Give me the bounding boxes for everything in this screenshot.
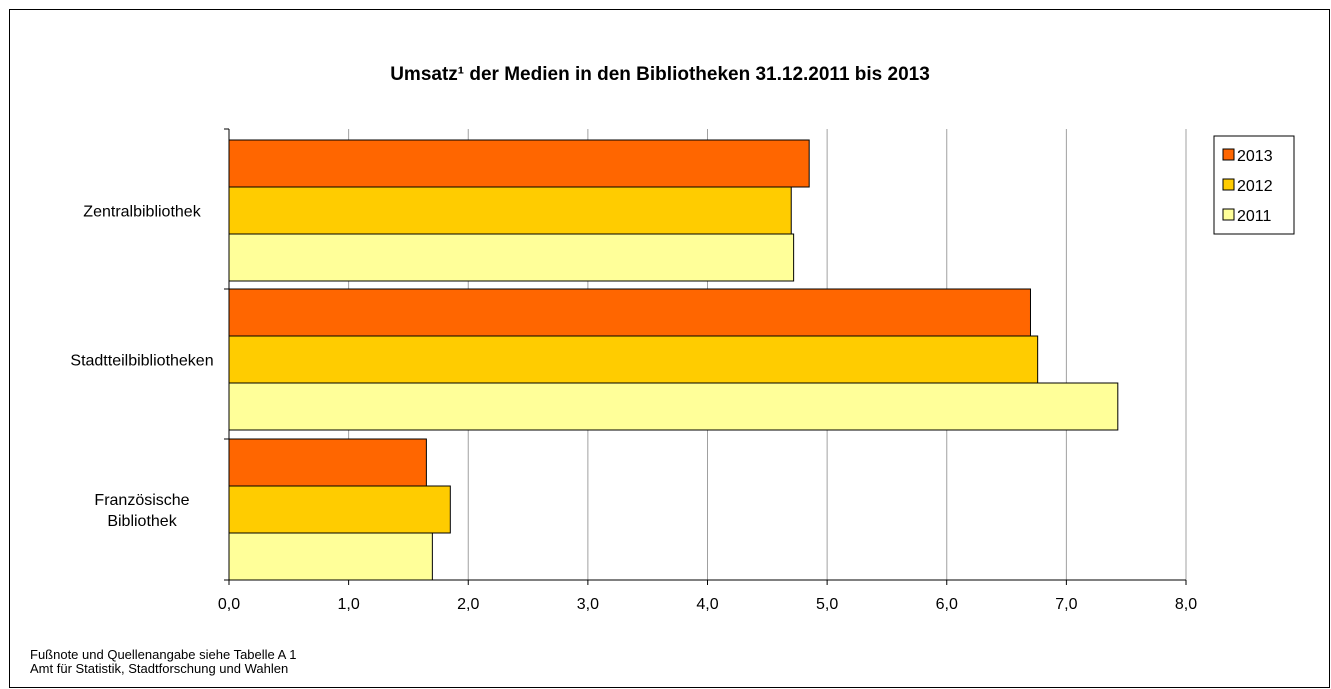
bar-2012-2 [228,335,1039,384]
x-tick-label-5: 5,0 [816,596,838,613]
category-label-2: Stadtteilbibliotheken [70,353,213,370]
legend-label-2013: 2013 [1237,148,1273,165]
axes: 0,0 1,0 2,0 3,0 4,0 5,0 6,0 7,0 8,0 Zentralbiblio… [70,128,1197,613]
bars [228,139,1119,581]
legend-swatch-2012 [1222,178,1235,191]
x-tick-label-6: 6,0 [936,596,958,613]
x-tick-label-2: 2,0 [457,596,479,613]
x-tick-label-8: 8,0 [1175,596,1197,613]
footnote-office: Amt für Statistik, Stadtforschung und Wa… [30,661,289,676]
legend-swatch-2013 [1222,148,1235,161]
legend: 2013 2012 2011 [1213,135,1295,235]
footnote-source: Fußnote und Quellenangabe siehe Tabelle … [30,647,297,662]
bar-2012-1 [228,186,792,235]
legend-swatch-2011 [1222,208,1235,221]
chart-title: Umsatz¹ der Medien in den Bibliotheken 3… [390,64,930,85]
legend-label-2012: 2012 [1237,178,1273,195]
bar-2013-1 [228,139,810,188]
bar-2011-1 [228,233,795,282]
x-tick-label-3: 3,0 [577,596,599,613]
x-tick-label-7: 7,0 [1055,596,1077,613]
x-tick-label-4: 4,0 [696,596,718,613]
x-tick-label-0: 0,0 [218,596,240,613]
bar-2013-2 [228,288,1031,337]
bar-2013-3 [228,438,427,487]
category-label-1: Zentralbibliothek [83,204,201,221]
x-tick-label-1: 1,0 [338,596,360,613]
bar-2012-3 [228,485,451,534]
legend-label-2011: 2011 [1237,208,1272,225]
category-label-3-line-1: Französische [94,492,189,509]
category-label-3-line-2: Bibliothek [107,513,177,530]
bar-2011-3 [228,532,433,581]
bar-2011-2 [228,382,1119,431]
